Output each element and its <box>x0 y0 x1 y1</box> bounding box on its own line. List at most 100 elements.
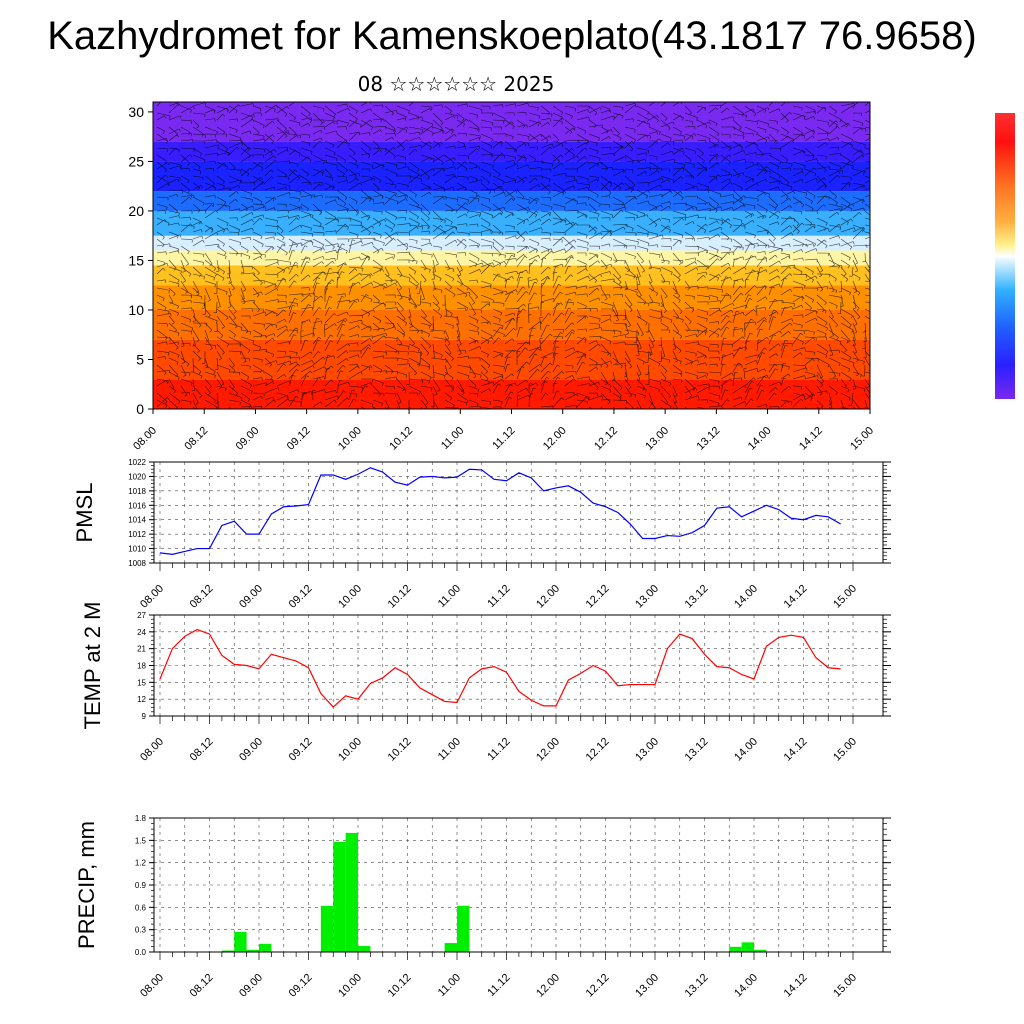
wind-barb <box>648 170 658 177</box>
wind-barb-flag <box>705 267 708 271</box>
wind-barb <box>588 154 601 159</box>
wind-barb-flag <box>257 272 260 276</box>
wind-barb <box>744 279 747 289</box>
wind-barb-flag <box>775 254 778 258</box>
wind-barb <box>528 197 538 205</box>
wind-barb <box>396 182 409 186</box>
wind-barb <box>768 119 778 122</box>
wind-barb <box>168 266 182 272</box>
wind-barb-flag <box>429 147 432 150</box>
wind-barb <box>696 223 706 233</box>
wind-barb-flag <box>192 106 195 110</box>
wind-barb <box>480 168 492 175</box>
wind-barb-flag <box>308 113 311 117</box>
wind-barb <box>840 294 844 307</box>
wind-barb <box>240 147 251 156</box>
wind-barb-flag <box>322 161 325 164</box>
wind-barb <box>816 161 827 171</box>
wind-barb-flag <box>501 247 504 251</box>
wind-barb-flag <box>406 139 409 143</box>
wind-barb-flag <box>661 177 664 181</box>
wind-barb-flag <box>824 184 827 187</box>
wind-barb <box>372 140 380 147</box>
wind-barb-flag <box>789 225 792 229</box>
wind-barb <box>192 287 200 294</box>
wind-barb-flag <box>846 221 849 225</box>
wind-barb <box>708 206 721 212</box>
wind-barb <box>588 226 596 233</box>
wind-barb-flag <box>743 136 745 140</box>
wind-barb <box>384 210 397 218</box>
wind-barb <box>564 265 569 275</box>
wind-barb <box>516 245 528 254</box>
wind-barb <box>840 203 853 210</box>
wind-barb <box>264 224 278 228</box>
wind-barb-flag <box>501 152 504 156</box>
wind-barb-flag <box>763 192 766 195</box>
wind-barb <box>228 245 239 254</box>
wind-barb <box>156 231 165 238</box>
wind-barb-flag <box>720 227 723 231</box>
wind-barb-flag <box>812 135 815 139</box>
wind-barb-flag <box>381 165 384 169</box>
wind-barb-flag <box>287 215 289 219</box>
wind-barb-flag <box>162 130 165 134</box>
wind-barb-flag <box>489 174 492 177</box>
wind-barb <box>588 140 598 144</box>
wind-barb-flag <box>674 292 678 295</box>
wind-barb <box>696 265 709 268</box>
wind-barb <box>816 106 825 114</box>
wind-barb <box>588 273 601 282</box>
wind-barb-flag <box>352 282 356 285</box>
wind-barb <box>300 292 315 296</box>
wind-barb <box>372 238 385 244</box>
wind-barb-flag <box>812 243 815 247</box>
wind-barb-flag <box>465 213 468 217</box>
wind-barb-flag <box>609 109 612 113</box>
wind-barb-flag <box>360 124 362 128</box>
wind-barb-flag <box>263 135 265 140</box>
wind-barb <box>300 112 312 121</box>
wind-barb <box>168 175 181 179</box>
wind-barb-flag <box>500 142 503 146</box>
wind-barb <box>444 115 454 121</box>
wind-barb-flag <box>681 147 685 151</box>
wind-barb-flag <box>618 276 622 280</box>
wind-barb-flag <box>179 115 182 119</box>
wind-barb <box>720 181 731 191</box>
wind-barb-flag <box>295 169 298 173</box>
wind-barb-flag <box>273 236 275 240</box>
wind-barb <box>624 273 638 278</box>
wind-barb-flag <box>381 195 383 199</box>
wind-barb <box>168 128 180 135</box>
wind-barb <box>180 119 192 122</box>
wind-barb <box>156 268 164 275</box>
wind-barb-flag <box>297 164 299 168</box>
wind-barb-flag <box>596 194 599 198</box>
wind-barb-flag <box>536 278 538 282</box>
wind-barb <box>588 161 601 170</box>
wind-barb-flag <box>742 223 746 226</box>
wind-barb <box>216 182 225 187</box>
wind-barb <box>360 102 369 107</box>
wind-barb <box>384 168 398 175</box>
wind-barb-flag <box>276 220 278 224</box>
wind-barb-flag <box>814 173 817 177</box>
wind-barb <box>276 130 289 135</box>
wind-barb <box>348 209 359 212</box>
wind-barb <box>192 294 202 297</box>
wind-barb <box>420 242 431 247</box>
wind-barb <box>840 227 855 233</box>
wind-barb <box>432 186 444 191</box>
wind-barb-flag <box>167 183 170 187</box>
wind-barb <box>696 166 707 170</box>
wind-barb <box>600 252 613 259</box>
wind-barb <box>192 154 206 161</box>
wind-barb <box>408 280 418 287</box>
wind-barb <box>288 133 301 136</box>
wind-barb <box>420 224 430 227</box>
wind-barb-flag <box>825 222 828 226</box>
wind-barb <box>588 287 598 296</box>
wind-barb-flag <box>547 275 550 279</box>
wind-barb <box>360 189 372 200</box>
